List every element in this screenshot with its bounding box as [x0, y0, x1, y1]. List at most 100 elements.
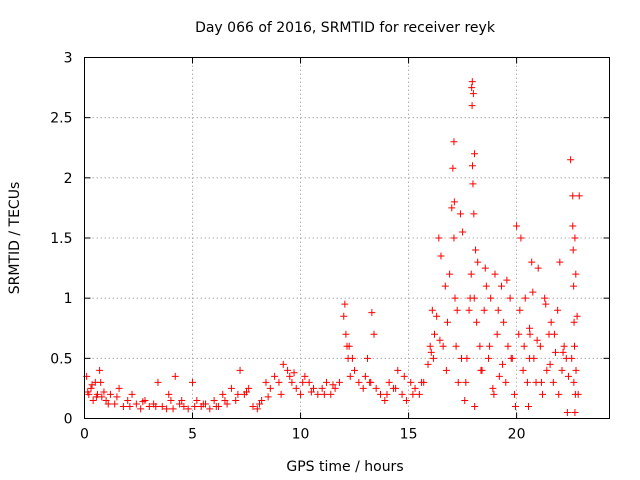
data-point: [158, 402, 166, 410]
data-point: [495, 372, 503, 380]
data-point: [426, 342, 434, 350]
data-point: [223, 400, 231, 408]
grid: [84, 57, 610, 419]
data-point: [104, 400, 112, 408]
y-tick-label: 3: [64, 51, 73, 67]
data-point: [288, 378, 296, 386]
data-point: [427, 348, 435, 356]
data-point: [89, 396, 97, 404]
data-point: [487, 294, 495, 302]
y-tick-label: 2: [64, 171, 73, 187]
data-point: [394, 366, 402, 374]
data-point: [468, 102, 476, 110]
y-tick-labels: 0 0.5 1 1.5 2 2.5 3: [50, 51, 72, 428]
data-point: [305, 378, 313, 386]
data-point: [506, 294, 514, 302]
data-point: [459, 228, 467, 236]
data-point: [541, 294, 549, 302]
data-point: [516, 306, 524, 314]
data-point: [554, 306, 562, 314]
data-point: [262, 378, 270, 386]
data-point: [180, 402, 188, 410]
data-point: [351, 366, 359, 374]
y-tick-label: 1.5: [50, 231, 72, 247]
data-point: [418, 378, 426, 386]
data-point: [277, 390, 285, 398]
data-point: [424, 360, 432, 368]
data-point: [385, 378, 393, 386]
data-point: [191, 402, 199, 410]
data-point: [568, 354, 576, 362]
data-point: [529, 288, 537, 296]
data-point: [537, 378, 545, 386]
data-point: [126, 402, 134, 410]
data-point: [301, 372, 309, 380]
data-point: [128, 390, 136, 398]
plot-frame: [84, 57, 610, 419]
data-point: [275, 378, 283, 386]
data-point: [564, 372, 572, 380]
data-point: [234, 390, 242, 398]
data-point: [314, 390, 322, 398]
data-point: [560, 342, 568, 350]
data-point: [245, 384, 253, 392]
data-point: [493, 330, 501, 338]
data-point: [567, 156, 575, 164]
data-point: [470, 150, 478, 158]
data-point: [299, 378, 307, 386]
data-point: [526, 324, 534, 332]
data-point: [569, 192, 577, 200]
data-point: [573, 312, 581, 320]
data-point: [97, 378, 105, 386]
data-point: [523, 378, 531, 386]
data-point: [266, 384, 274, 392]
data-point: [376, 390, 384, 398]
data-point: [474, 258, 482, 266]
data-point: [286, 372, 294, 380]
data-point: [409, 390, 417, 398]
chart-title: Day 066 of 2016, SRMTID for receiver rey…: [195, 20, 496, 36]
x-tick-label: 20: [508, 427, 526, 443]
data-point: [470, 294, 478, 302]
data-point: [494, 306, 502, 314]
data-point: [536, 342, 544, 350]
data-point: [461, 396, 469, 404]
data-point: [331, 384, 339, 392]
data-point: [184, 405, 192, 413]
data-point: [546, 360, 554, 368]
data-point: [456, 210, 464, 218]
data-point: [477, 366, 485, 374]
axis-ticks: [84, 57, 610, 419]
data-point: [500, 318, 508, 326]
data-point: [219, 390, 227, 398]
data-point: [549, 378, 557, 386]
data-point: [526, 354, 534, 362]
data-point: [435, 234, 443, 242]
data-point: [556, 258, 564, 266]
data-point: [407, 378, 415, 386]
data-point: [329, 381, 337, 389]
x-tick-label: 0: [80, 427, 89, 443]
data-point: [542, 300, 550, 308]
y-axis-label: SRMTID / TECUs: [7, 182, 23, 295]
data-point: [178, 396, 186, 404]
data-point: [449, 164, 457, 172]
data-point: [415, 390, 423, 398]
x-tick-label: 5: [188, 427, 197, 443]
data-point: [368, 309, 376, 317]
data-point: [367, 378, 375, 386]
data-point: [256, 400, 263, 408]
data-point: [348, 354, 356, 362]
data-point: [497, 282, 505, 290]
data-point: [570, 282, 578, 290]
data-point: [428, 306, 436, 314]
data-point: [193, 396, 201, 404]
data-point: [124, 396, 132, 404]
data-point: [473, 318, 481, 326]
data-point: [429, 354, 437, 362]
x-tick-labels: 0 5 10 15 20: [80, 427, 525, 443]
data-point: [442, 366, 450, 374]
data-point: [439, 342, 447, 350]
x-tick-label: 10: [292, 427, 310, 443]
